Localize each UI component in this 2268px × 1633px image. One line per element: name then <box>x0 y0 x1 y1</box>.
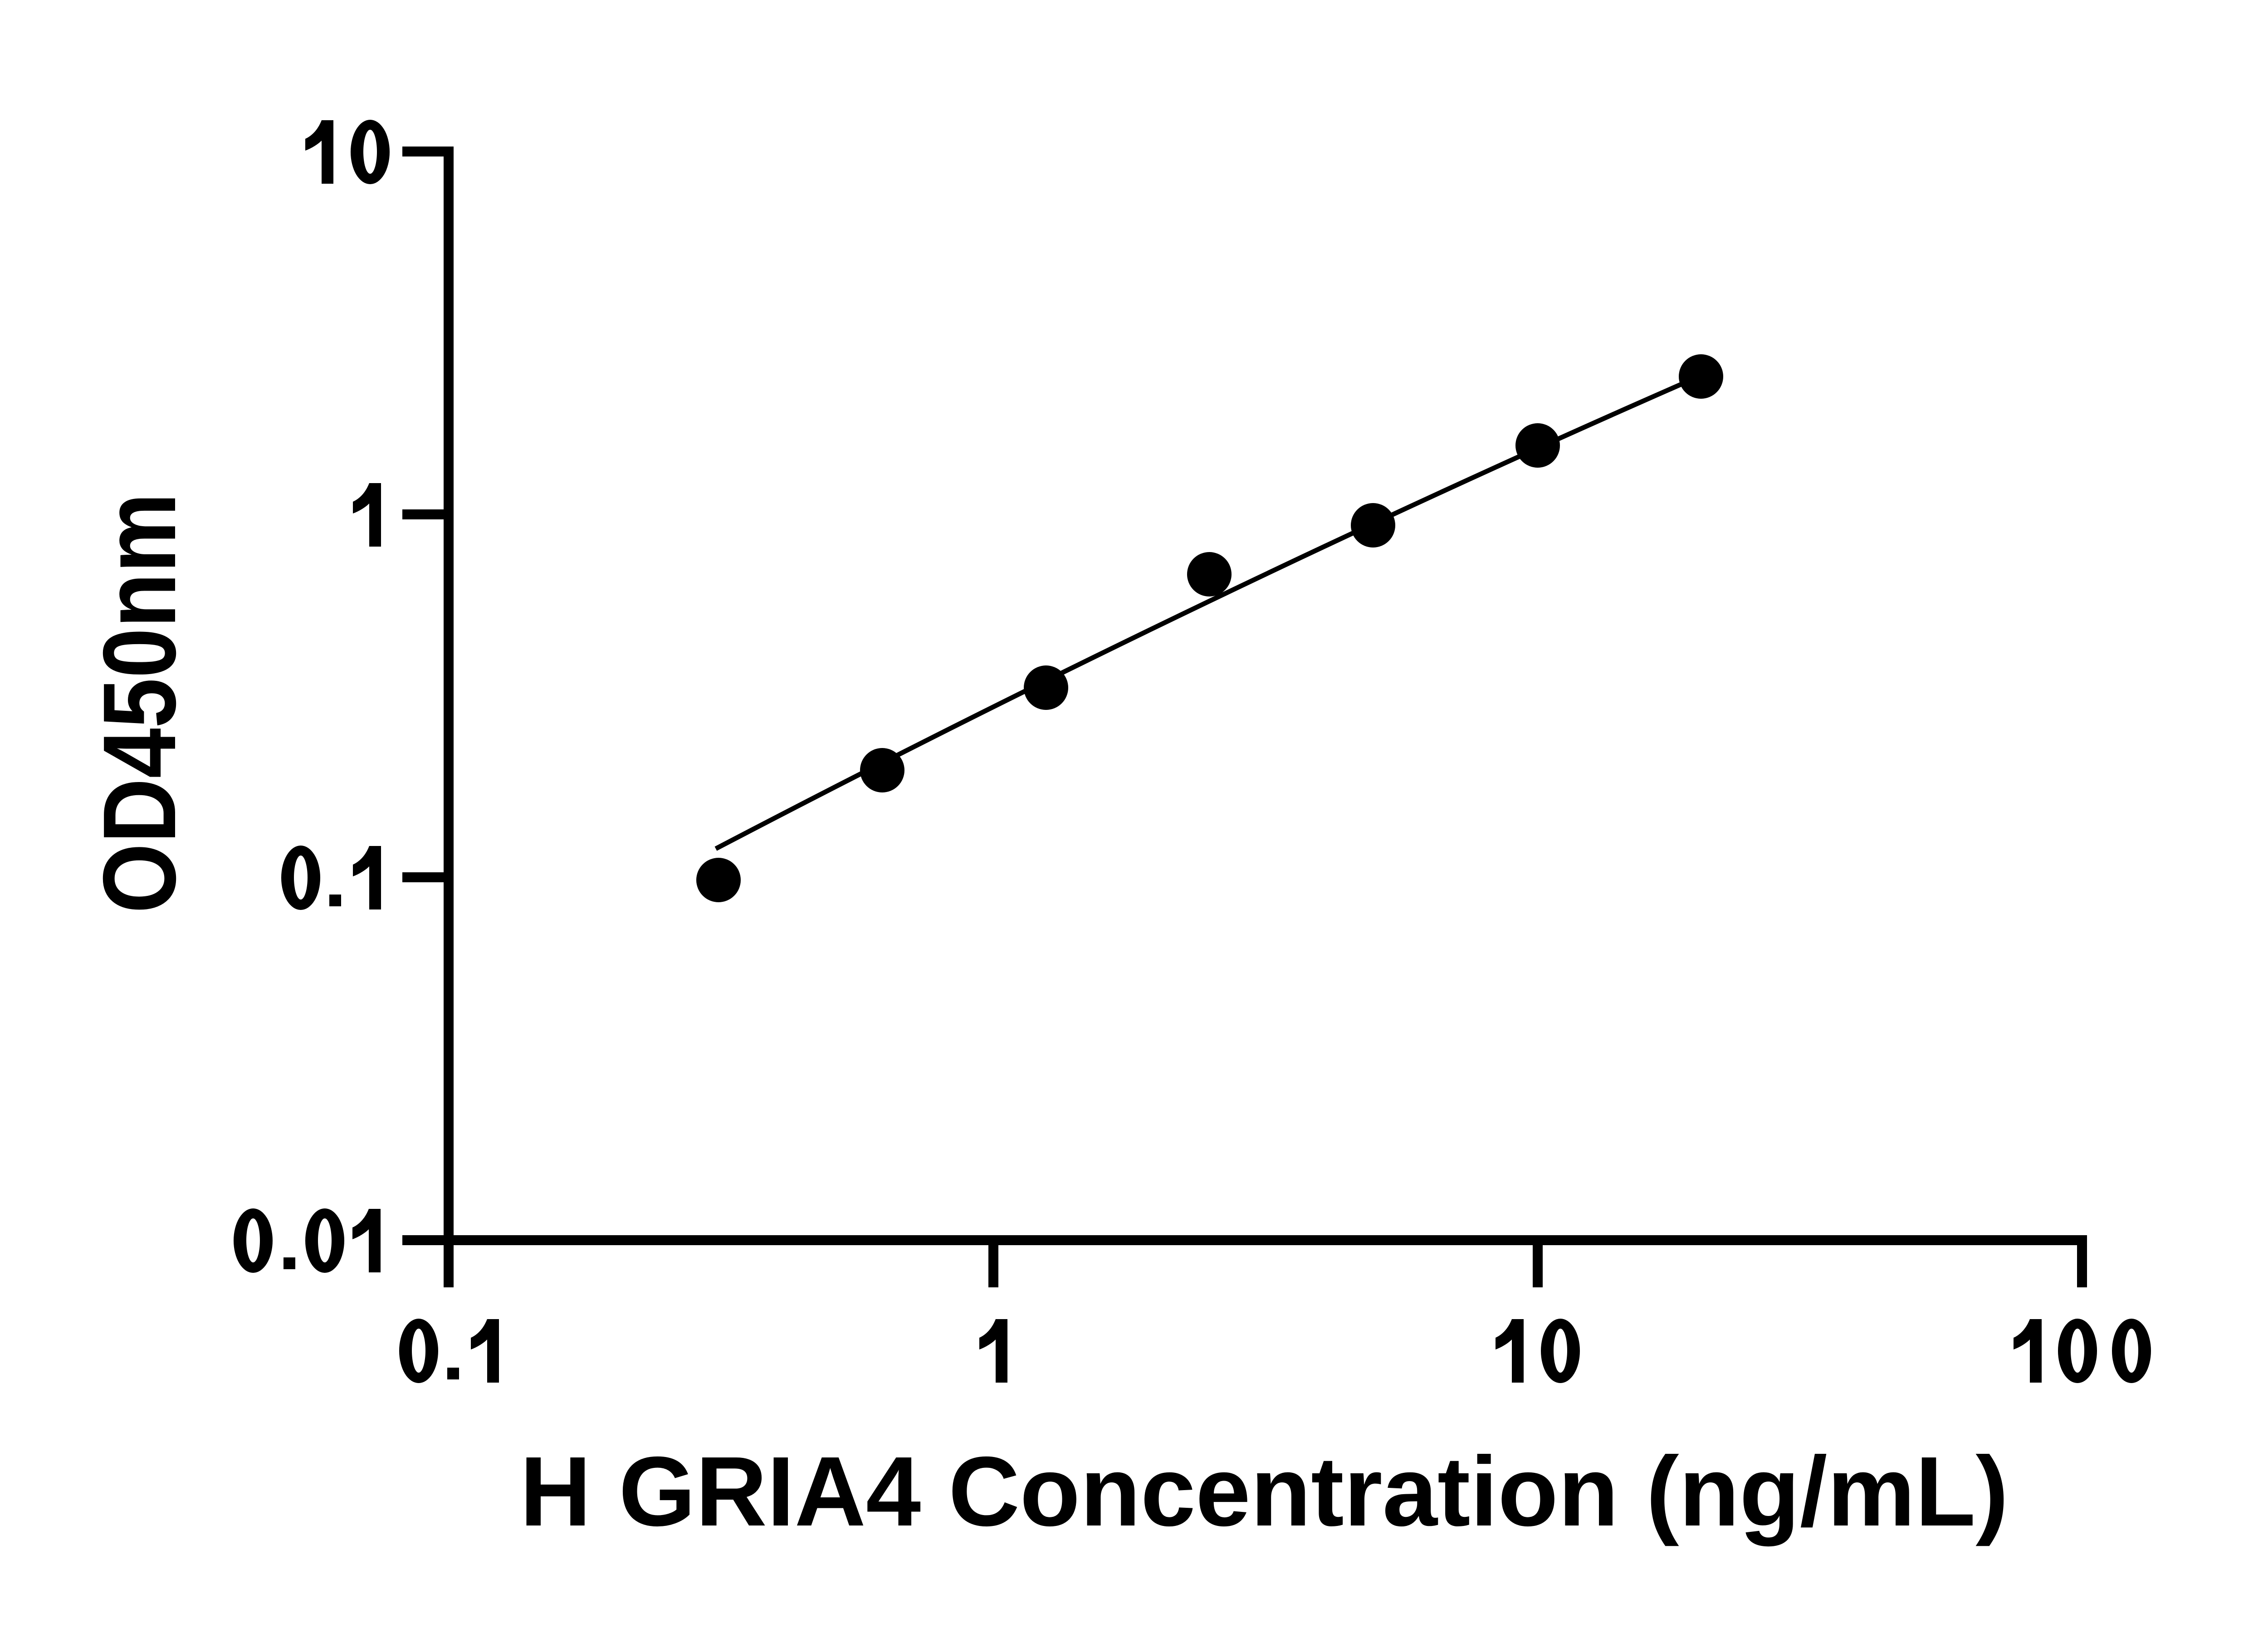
svg-text:H GRIA4 Concentration (ng/mL): H GRIA4 Concentration (ng/mL) <box>520 1437 2009 1547</box>
svg-text:OD450nm: OD450nm <box>82 493 197 913</box>
